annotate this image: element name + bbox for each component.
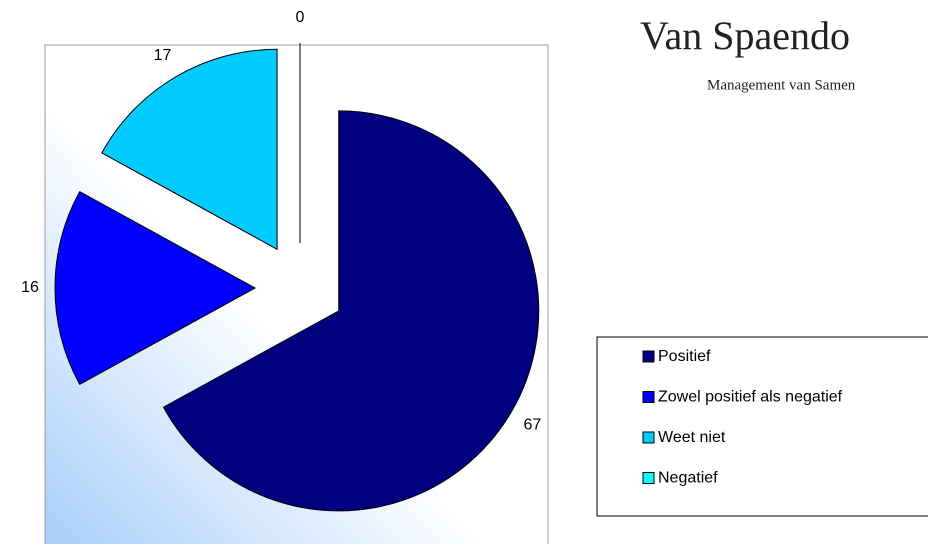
pie-slice [54, 190, 257, 386]
chart-subtitle: Management van Samen [707, 77, 856, 93]
legend-label: Negatief [658, 470, 718, 487]
legend-swatch [642, 472, 655, 484]
chart-title: Van Spaendo [640, 13, 850, 58]
legend-swatch [642, 431, 655, 444]
legend-label: Positief [658, 348, 711, 365]
legend-swatch [642, 350, 655, 363]
data-label: 16 [21, 279, 39, 296]
pie-slice [162, 110, 540, 512]
legend-swatch [642, 391, 655, 403]
legend-label: Zowel positief als negatief [658, 389, 843, 406]
pie-slice [101, 48, 278, 251]
legend [596, 336, 928, 517]
data-label: 67 [524, 417, 542, 434]
data-label: 0 [296, 9, 305, 26]
data-label: 17 [154, 47, 172, 64]
legend-label: Weet niet [658, 429, 726, 446]
